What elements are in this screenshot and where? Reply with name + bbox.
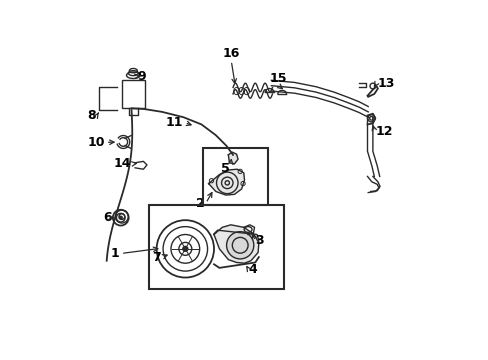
Circle shape bbox=[119, 216, 122, 219]
Text: 16: 16 bbox=[222, 47, 240, 60]
Text: 10: 10 bbox=[87, 136, 104, 149]
Bar bbox=[203, 148, 267, 205]
Polygon shape bbox=[214, 225, 258, 263]
Text: 3: 3 bbox=[255, 234, 264, 247]
Text: 5: 5 bbox=[221, 162, 230, 175]
Circle shape bbox=[183, 246, 187, 251]
Text: 1: 1 bbox=[111, 247, 120, 260]
Text: 4: 4 bbox=[247, 263, 256, 276]
Text: 12: 12 bbox=[375, 125, 392, 138]
Text: 2: 2 bbox=[196, 197, 204, 210]
Text: 6: 6 bbox=[103, 211, 112, 224]
Text: 11: 11 bbox=[166, 116, 183, 129]
Text: 14: 14 bbox=[114, 157, 131, 170]
Circle shape bbox=[156, 220, 214, 278]
Polygon shape bbox=[208, 169, 244, 195]
Bar bbox=[122, 80, 144, 108]
Text: 7: 7 bbox=[152, 251, 161, 264]
Circle shape bbox=[226, 231, 253, 259]
Text: 8: 8 bbox=[87, 109, 96, 122]
Text: 15: 15 bbox=[269, 72, 287, 85]
Bar bbox=[149, 205, 284, 289]
Polygon shape bbox=[228, 152, 238, 164]
Text: 13: 13 bbox=[376, 77, 394, 90]
Text: 9: 9 bbox=[137, 69, 145, 82]
